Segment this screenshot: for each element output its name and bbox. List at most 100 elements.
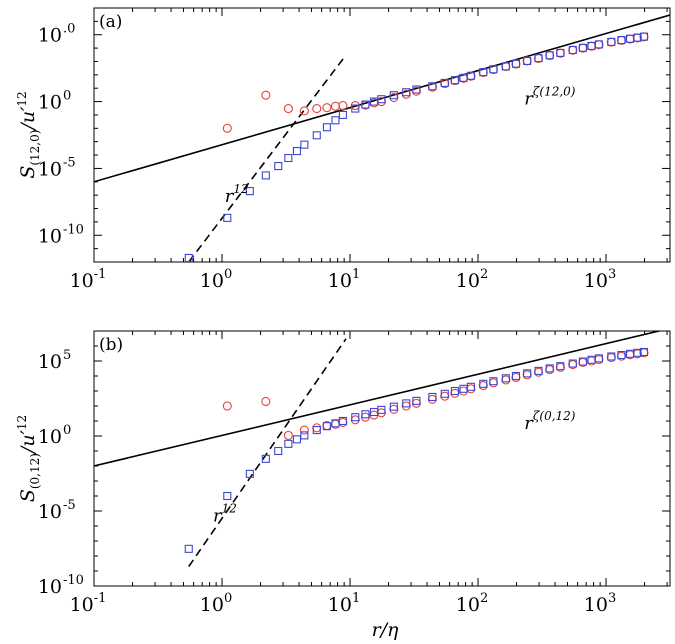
square-point <box>274 162 283 171</box>
square-point <box>351 413 360 422</box>
square-point <box>284 439 293 448</box>
x-tick-label: 102 <box>456 267 488 292</box>
circle-point <box>330 101 341 111</box>
square-point <box>568 45 577 55</box>
x-tick-label: 10-1 <box>70 267 107 292</box>
x-tick-label: 100 <box>200 267 232 292</box>
square-point <box>556 362 565 371</box>
y-axis-title: S(0,12)/u′12 <box>15 415 42 502</box>
circle-point <box>478 381 488 391</box>
x-tick-label: 102 <box>456 591 488 616</box>
circle-point <box>533 367 544 377</box>
y-tick-label: 100 <box>38 423 71 448</box>
annotation-r12: r12 <box>213 501 237 526</box>
circle-point <box>511 372 521 383</box>
square-point <box>639 347 649 357</box>
dashed-fit-line <box>188 338 347 567</box>
dashed-fit-line <box>188 54 347 262</box>
circle-point <box>376 408 386 418</box>
circle-point <box>360 412 370 422</box>
square-point <box>523 56 532 65</box>
circle-point <box>522 56 532 66</box>
circle-point <box>427 394 437 404</box>
square-point <box>501 62 510 71</box>
circle-point <box>350 415 360 425</box>
square-point <box>594 354 603 363</box>
y-tick-label: 10-5 <box>38 498 76 523</box>
x-tick-label: 10-1 <box>70 591 107 616</box>
square-point <box>412 396 421 405</box>
square-point <box>261 171 270 180</box>
y-axis-title: S(12,0)/u′12 <box>15 91 42 178</box>
square-point <box>440 389 449 398</box>
circle-point <box>466 384 476 394</box>
square-point <box>459 384 468 393</box>
circle-point <box>299 425 309 435</box>
circle-point <box>312 104 322 114</box>
square-point <box>578 43 587 52</box>
square-point <box>377 95 386 104</box>
circle-point <box>283 104 293 114</box>
circle-point <box>322 103 332 113</box>
square-point <box>274 446 283 456</box>
square-point <box>607 352 616 361</box>
square-point <box>245 187 254 196</box>
circle-point <box>450 388 460 398</box>
annotation-r-zeta: rζ(0,12) <box>524 409 576 434</box>
square-point <box>361 410 370 419</box>
square-point <box>312 131 321 140</box>
panel-a: 10-1 100 101 102 103 10-10 10-5 100 10.0 S(12,0)/… <box>15 7 671 292</box>
square-point <box>377 405 386 414</box>
square-point <box>223 213 232 222</box>
x-tick-label: 103 <box>584 267 616 292</box>
square-point <box>312 425 321 435</box>
square-point <box>440 78 449 87</box>
square-point <box>292 435 301 444</box>
square-point <box>617 350 626 360</box>
square-point <box>428 392 437 402</box>
y-tick-label: 105 <box>38 348 71 373</box>
circle-point <box>401 401 411 411</box>
square-point <box>523 369 532 378</box>
annotation-r-zeta: rζ(12,0) <box>524 85 576 110</box>
circle-point <box>338 417 348 428</box>
square-point <box>322 422 331 431</box>
square-point <box>578 357 587 366</box>
x-tick-label: 103 <box>584 591 616 616</box>
square-point <box>338 110 347 119</box>
y-tick-label: 10.0 <box>38 22 76 47</box>
circle-point <box>501 375 511 385</box>
y-tick-label: 100 <box>38 89 71 114</box>
square-point <box>402 88 411 97</box>
x-axis-title: r/η <box>372 619 399 641</box>
circle-point <box>299 106 309 116</box>
y-tick-label: 10-5 <box>38 155 76 180</box>
square-point <box>489 65 498 74</box>
plot-frame <box>93 7 671 263</box>
square-point <box>361 100 370 109</box>
x-tick-label: 101 <box>328 591 360 616</box>
square-point <box>511 59 521 68</box>
square-point <box>594 40 603 49</box>
square-point <box>501 374 510 383</box>
panel-label: (b) <box>99 335 123 355</box>
square-point <box>534 54 543 63</box>
svg-text:r/η: r/η <box>372 619 399 641</box>
circle-point <box>488 378 498 388</box>
square-point <box>607 37 616 46</box>
square-point <box>545 51 554 60</box>
square-point <box>351 104 360 113</box>
annotation-r12: r12 <box>225 182 249 207</box>
square-point <box>412 85 421 94</box>
square-point <box>184 253 193 262</box>
circle-point <box>458 386 469 396</box>
square-point <box>402 399 411 408</box>
square-point <box>389 91 398 100</box>
square-point <box>466 382 475 391</box>
square-point <box>284 153 293 163</box>
square-point <box>223 491 232 501</box>
square-point <box>292 146 301 156</box>
square-point <box>184 544 193 553</box>
circle-point <box>261 396 271 407</box>
x-tick-label: 101 <box>328 267 360 292</box>
